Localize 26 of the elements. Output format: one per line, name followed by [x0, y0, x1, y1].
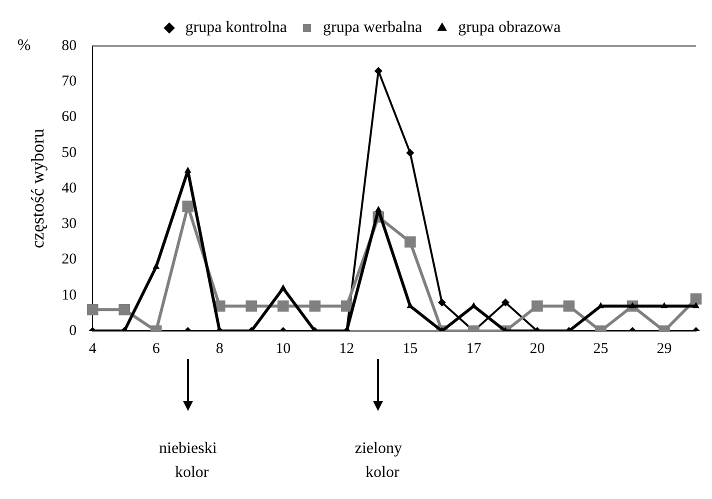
legend-label: grupa obrazowa — [458, 19, 561, 36]
text: zielony kolor — [354, 440, 402, 481]
y-tick-label: 40 — [62, 180, 77, 196]
x-tick-label: 15 — [402, 340, 418, 357]
legend-label: grupa werbalna — [323, 19, 422, 36]
y-tick-label: 0 — [69, 322, 77, 339]
y-tick-label: 20 — [62, 252, 77, 268]
x-tick-label: 25 — [593, 340, 608, 357]
y-tick-label: 30 — [62, 216, 77, 232]
x-tick-label: 10 — [276, 340, 291, 357]
text: niebieski kolor — [158, 440, 218, 481]
x-tick-label: 17 — [466, 340, 482, 357]
x-tick-label: 12 — [339, 340, 354, 357]
y-tick-label: 80 — [62, 38, 77, 54]
x-tick-label: 29 — [656, 340, 672, 357]
legend-label: grupa kontrolna — [185, 19, 288, 36]
x-tick-label: 20 — [530, 340, 545, 357]
y-axis-title: częstość wyboru — [28, 128, 48, 248]
x-tick-label: 4 — [88, 340, 97, 357]
y-tick-label: 50 — [62, 144, 77, 161]
y-tick-label: 60 — [62, 109, 77, 126]
y-tick-label: 70 — [62, 74, 77, 90]
text: % — [17, 37, 31, 54]
y-tick-label: 10 — [62, 287, 77, 304]
x-tick-label: 8 — [216, 340, 224, 357]
x-tick-label: 6 — [152, 340, 160, 357]
